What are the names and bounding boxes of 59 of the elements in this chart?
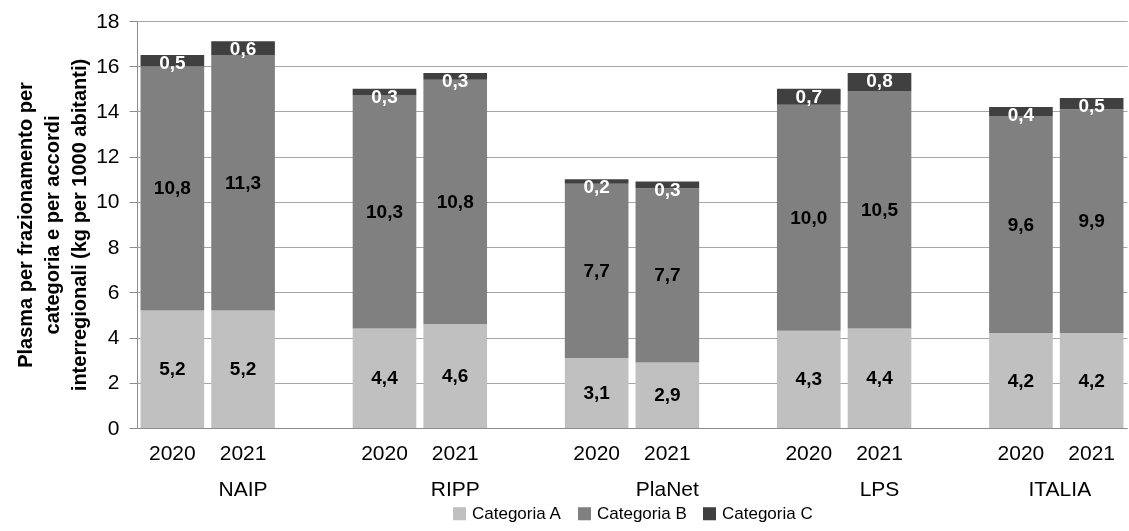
x-tick-label: 2020 <box>997 440 1045 464</box>
x-tick-label: 2021 <box>856 440 903 464</box>
data-label: 10,3 <box>366 201 403 223</box>
y-tick-label: 0 <box>107 415 120 439</box>
data-label: 9,9 <box>1078 210 1105 232</box>
data-label: 0,3 <box>654 178 681 200</box>
x-tick-label: 2020 <box>785 440 833 464</box>
y-tick-label: 8 <box>107 234 120 258</box>
data-label: 11,3 <box>225 171 262 193</box>
data-label: 5,2 <box>229 358 257 380</box>
x-tick-label: 2021 <box>644 440 691 464</box>
text: PlaNet <box>635 477 700 500</box>
y-tick-label: 16 <box>96 53 120 77</box>
data-label: 0,5 <box>159 51 186 73</box>
data-label: 3,1 <box>583 381 611 403</box>
y-tick-label: 18 <box>96 8 120 32</box>
data-label: 4,4 <box>866 367 894 389</box>
data-label: 4,6 <box>442 364 469 386</box>
x-tick-label: 2020 <box>573 440 620 464</box>
text: ITALIA <box>1028 477 1092 500</box>
x-tick-label: 2021 <box>1068 440 1115 464</box>
data-label: 0,3 <box>442 70 469 92</box>
x-tick-label: 2020 <box>361 440 408 464</box>
data-label: 10,8 <box>153 177 191 199</box>
data-label: 0,7 <box>795 85 822 107</box>
y-tick-label: 10 <box>96 189 120 213</box>
data-label: 0,6 <box>229 38 257 60</box>
data-label: 4,4 <box>371 367 399 389</box>
data-label: 9,6 <box>1007 213 1035 235</box>
legend-label: Categoria A <box>472 503 562 523</box>
data-label: 10,0 <box>790 206 828 228</box>
data-label: 0,4 <box>1007 103 1035 125</box>
y-tick-label: 14 <box>96 98 120 122</box>
data-label: 0,2 <box>583 176 610 198</box>
data-label: 7,7 <box>654 264 681 286</box>
y-axis-title: Plasma per frazionamento per categoria e per accordi interregionali (kg per 1000 abitanti) <box>14 58 91 392</box>
data-label: 0,5 <box>1078 94 1106 116</box>
legend-label: Categoria C <box>722 503 813 523</box>
data-label: 10,8 <box>436 190 474 212</box>
y-tick-label: 2 <box>107 370 120 394</box>
text: LPS <box>859 477 900 500</box>
data-label: 4,2 <box>1078 369 1105 391</box>
text: NAIP <box>218 477 268 500</box>
data-label: 0,8 <box>866 70 893 92</box>
text: RIPP <box>430 477 480 500</box>
x-tick-label: 2020 <box>149 440 196 464</box>
data-label: 2,9 <box>654 384 681 406</box>
data-label: 10,5 <box>861 198 899 220</box>
data-label: 7,7 <box>583 259 610 281</box>
data-label: 5,2 <box>159 358 186 380</box>
x-tick-label: 2021 <box>219 440 267 464</box>
y-tick-label: 12 <box>96 144 120 168</box>
data-label: 4,2 <box>1007 369 1035 391</box>
data-label: 0,3 <box>371 85 398 107</box>
data-label: 4,3 <box>795 368 822 390</box>
x-tick-label: 2021 <box>431 440 479 464</box>
legend-label: Categoria B <box>597 503 687 523</box>
y-tick-label: 4 <box>107 325 120 349</box>
y-tick-label: 6 <box>107 279 120 303</box>
